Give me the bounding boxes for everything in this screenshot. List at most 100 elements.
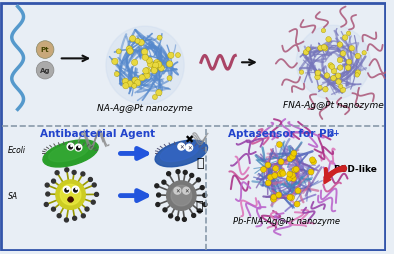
Circle shape [337,43,343,48]
Ellipse shape [155,140,208,167]
Circle shape [326,37,331,43]
Circle shape [74,189,77,192]
Circle shape [355,73,359,78]
Circle shape [362,51,366,56]
Circle shape [92,183,96,187]
Circle shape [95,193,98,197]
Circle shape [75,145,82,151]
FancyBboxPatch shape [1,4,385,250]
Circle shape [146,58,152,64]
Circle shape [203,194,207,197]
Circle shape [112,59,118,65]
Circle shape [167,181,196,211]
Circle shape [126,47,132,53]
Circle shape [69,146,72,149]
Circle shape [138,40,144,46]
Text: ✕: ✕ [179,145,184,150]
Circle shape [271,194,277,200]
Circle shape [123,83,129,89]
Circle shape [186,145,193,151]
Circle shape [279,169,285,175]
Circle shape [77,147,80,150]
Circle shape [340,88,346,93]
Circle shape [277,142,282,148]
Circle shape [132,78,138,84]
Circle shape [157,193,161,197]
Circle shape [176,170,180,174]
Circle shape [144,68,151,74]
Circle shape [299,71,304,75]
Circle shape [127,81,133,88]
Circle shape [260,167,266,173]
Ellipse shape [43,140,98,167]
Circle shape [336,80,341,85]
Text: Pb-FNA-Ag@Pt nanozyme: Pb-FNA-Ag@Pt nanozyme [233,216,340,225]
Circle shape [65,218,69,222]
Circle shape [272,173,278,179]
Circle shape [134,80,141,87]
Circle shape [106,27,184,105]
Circle shape [198,209,202,213]
Circle shape [130,36,136,43]
Circle shape [151,68,158,74]
Text: NA-Ag@Pt nanozyme: NA-Ag@Pt nanozyme [97,103,193,113]
Circle shape [72,171,76,175]
Circle shape [132,60,138,66]
Circle shape [306,48,310,52]
Circle shape [76,188,77,190]
Circle shape [82,214,85,218]
Circle shape [338,66,343,71]
Circle shape [335,74,341,79]
Circle shape [143,68,149,75]
Circle shape [91,200,95,204]
Circle shape [324,73,330,79]
Circle shape [167,76,172,81]
Circle shape [346,60,352,66]
Circle shape [271,197,277,202]
Circle shape [303,50,309,56]
Circle shape [79,147,80,148]
Circle shape [182,218,186,221]
Ellipse shape [48,144,89,162]
Circle shape [168,53,174,59]
Circle shape [315,75,320,81]
Circle shape [175,217,179,221]
Circle shape [144,73,150,79]
Circle shape [57,214,61,218]
Circle shape [46,192,50,196]
Circle shape [68,197,73,202]
Circle shape [294,201,300,207]
Circle shape [116,50,121,55]
Circle shape [346,66,351,71]
Circle shape [141,50,148,56]
Circle shape [286,176,292,182]
Circle shape [280,171,286,177]
Circle shape [65,168,69,172]
Circle shape [183,171,187,175]
Circle shape [310,159,316,165]
Text: ✕: ✕ [187,146,191,150]
Circle shape [60,185,81,205]
Text: 2+: 2+ [328,129,340,137]
FancyBboxPatch shape [2,5,384,126]
Text: ✕: ✕ [175,188,180,194]
Circle shape [355,71,361,76]
Circle shape [135,39,140,44]
Circle shape [36,42,54,59]
Circle shape [147,62,154,68]
Circle shape [45,183,49,187]
Circle shape [290,176,296,182]
Circle shape [175,53,180,58]
Circle shape [321,29,325,34]
Circle shape [162,181,166,184]
Circle shape [192,214,196,217]
Text: FNA-Ag@Pt nanozyme: FNA-Ag@Pt nanozyme [283,101,384,109]
Circle shape [309,157,315,163]
Circle shape [290,173,296,179]
Circle shape [132,84,137,89]
Circle shape [139,75,145,82]
Ellipse shape [160,144,199,162]
Circle shape [174,187,181,194]
Circle shape [308,169,314,175]
Circle shape [278,159,284,165]
